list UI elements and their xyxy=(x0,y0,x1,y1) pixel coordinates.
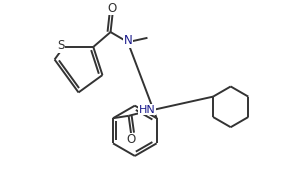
Text: N: N xyxy=(124,34,132,47)
Text: O: O xyxy=(108,2,117,15)
Text: S: S xyxy=(57,39,65,52)
Text: O: O xyxy=(127,133,136,146)
Text: HN: HN xyxy=(139,105,156,115)
